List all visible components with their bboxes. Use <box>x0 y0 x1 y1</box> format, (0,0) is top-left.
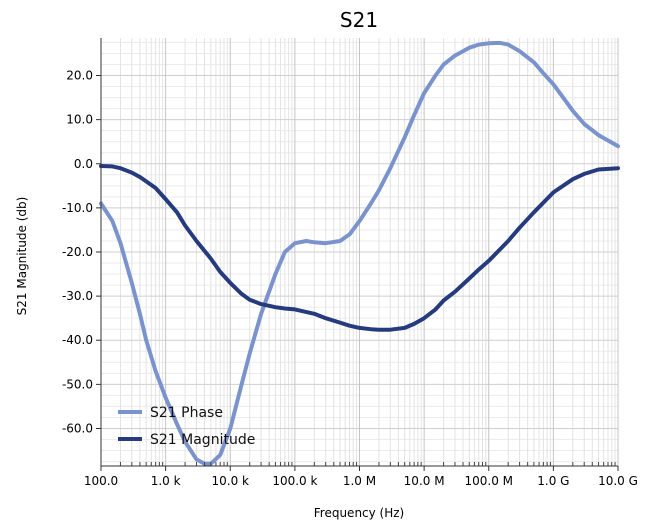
legend: S21 Phase S21 Magnitude <box>118 405 255 448</box>
y-axis-title: S21 Magnitude (db) <box>15 197 29 316</box>
chart-title: S21 <box>340 8 378 32</box>
y-tick-label: -20.0 <box>62 245 93 259</box>
y-tick-label: -40.0 <box>62 333 93 347</box>
grid-layer <box>100 38 619 466</box>
axis-layer: 20.0 10.0 0.0 -10.0 -20.0 -30.0 -40.0 -50.0 -60.… <box>62 38 638 488</box>
x-tick-label: 1.0 M <box>343 474 376 488</box>
y-tick-label: -10.0 <box>62 201 93 215</box>
x-tick-label: 100.0 M <box>464 474 513 488</box>
y-tick-label: -30.0 <box>62 289 93 303</box>
legend-label-s21-magnitude: S21 Magnitude <box>150 432 255 448</box>
x-tick-label: 10.0 G <box>598 474 638 488</box>
y-tick-label: 20.0 <box>66 69 93 83</box>
x-tick-label: 10.0 M <box>404 474 445 488</box>
y-tick-label: -50.0 <box>62 377 93 391</box>
s21-magnitude-line <box>99 164 620 332</box>
y-tick-label: 10.0 <box>66 113 93 127</box>
s21-phase-line <box>99 40 620 466</box>
series-layer <box>99 40 620 466</box>
x-tick-label: 100.0 k <box>272 474 317 488</box>
legend-label-s21-phase: S21 Phase <box>150 405 223 421</box>
y-tick-label: -60.0 <box>62 421 93 435</box>
x-tick-label: 1.0 G <box>537 474 569 488</box>
y-tick-label: 0.0 <box>74 157 93 171</box>
x-tick-label: 100.0 <box>84 474 118 488</box>
x-axis-title: Frequency (Hz) <box>314 506 405 520</box>
x-tick-label: 1.0 k <box>151 474 181 488</box>
x-tick-label: 10.0 k <box>212 474 250 488</box>
